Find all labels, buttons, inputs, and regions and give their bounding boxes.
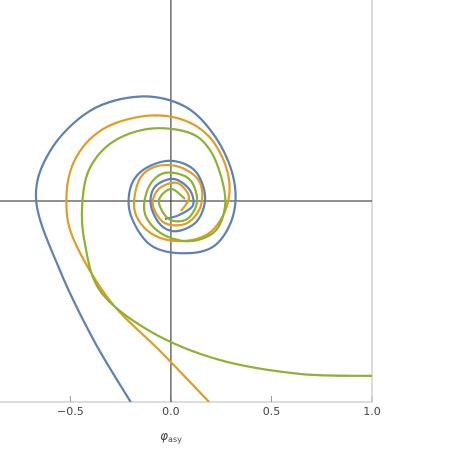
x-tick-label: 0.5 — [263, 405, 281, 418]
curve — [65, 114, 231, 402]
curve — [80, 127, 372, 377]
x-tick-label: 1.0 — [363, 405, 381, 418]
curve — [34, 95, 237, 402]
x-label-sub: asy — [168, 435, 182, 444]
plot-area — [34, 95, 372, 402]
x-tick-label: −0.5 — [57, 405, 84, 418]
x-tick-label: 0.0 — [162, 405, 180, 418]
x-axis-label: φasy — [160, 429, 182, 444]
x-label-main: φ — [160, 429, 168, 443]
